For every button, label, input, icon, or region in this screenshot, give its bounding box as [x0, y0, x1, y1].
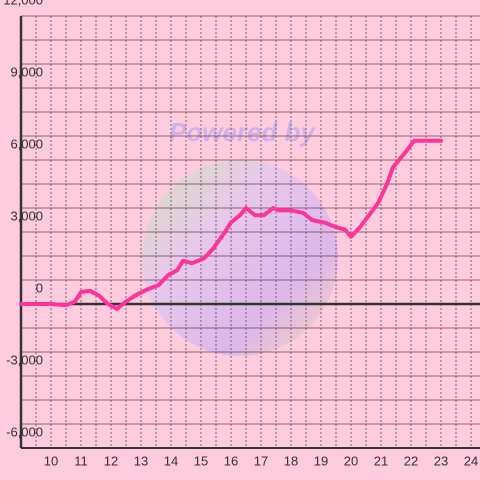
y-tick-label: -3,000: [6, 352, 43, 367]
x-tick-label: 21: [374, 453, 388, 468]
x-tick-label: 22: [404, 453, 418, 468]
y-tick-label: 12,000: [3, 0, 43, 7]
x-tick-label: 12: [104, 453, 118, 468]
y-tick-label: 0: [36, 280, 43, 295]
x-tick-label: 16: [224, 453, 238, 468]
x-tick-label: 13: [134, 453, 148, 468]
data-line: [19, 138, 443, 311]
x-tick-label: 20: [344, 453, 358, 468]
x-tick-label: 18: [284, 453, 298, 468]
x-tick-label: 11: [74, 453, 88, 468]
y-tick-label: -6,000: [6, 424, 43, 439]
watermark-text: Powered by: [169, 117, 316, 147]
x-tick-label: 10: [44, 453, 58, 468]
y-tick-label: 6,000: [10, 136, 43, 151]
x-tick-label: 23: [434, 453, 448, 468]
x-tick-label: 15: [194, 453, 208, 468]
y-tick-label: 9,000: [10, 64, 43, 79]
x-tick-label: 24: [464, 453, 478, 468]
x-tick-label: 14: [164, 453, 178, 468]
x-tick-label: 19: [314, 453, 328, 468]
x-tick-label: 17: [254, 453, 268, 468]
y-tick-label: 3,000: [10, 208, 43, 223]
